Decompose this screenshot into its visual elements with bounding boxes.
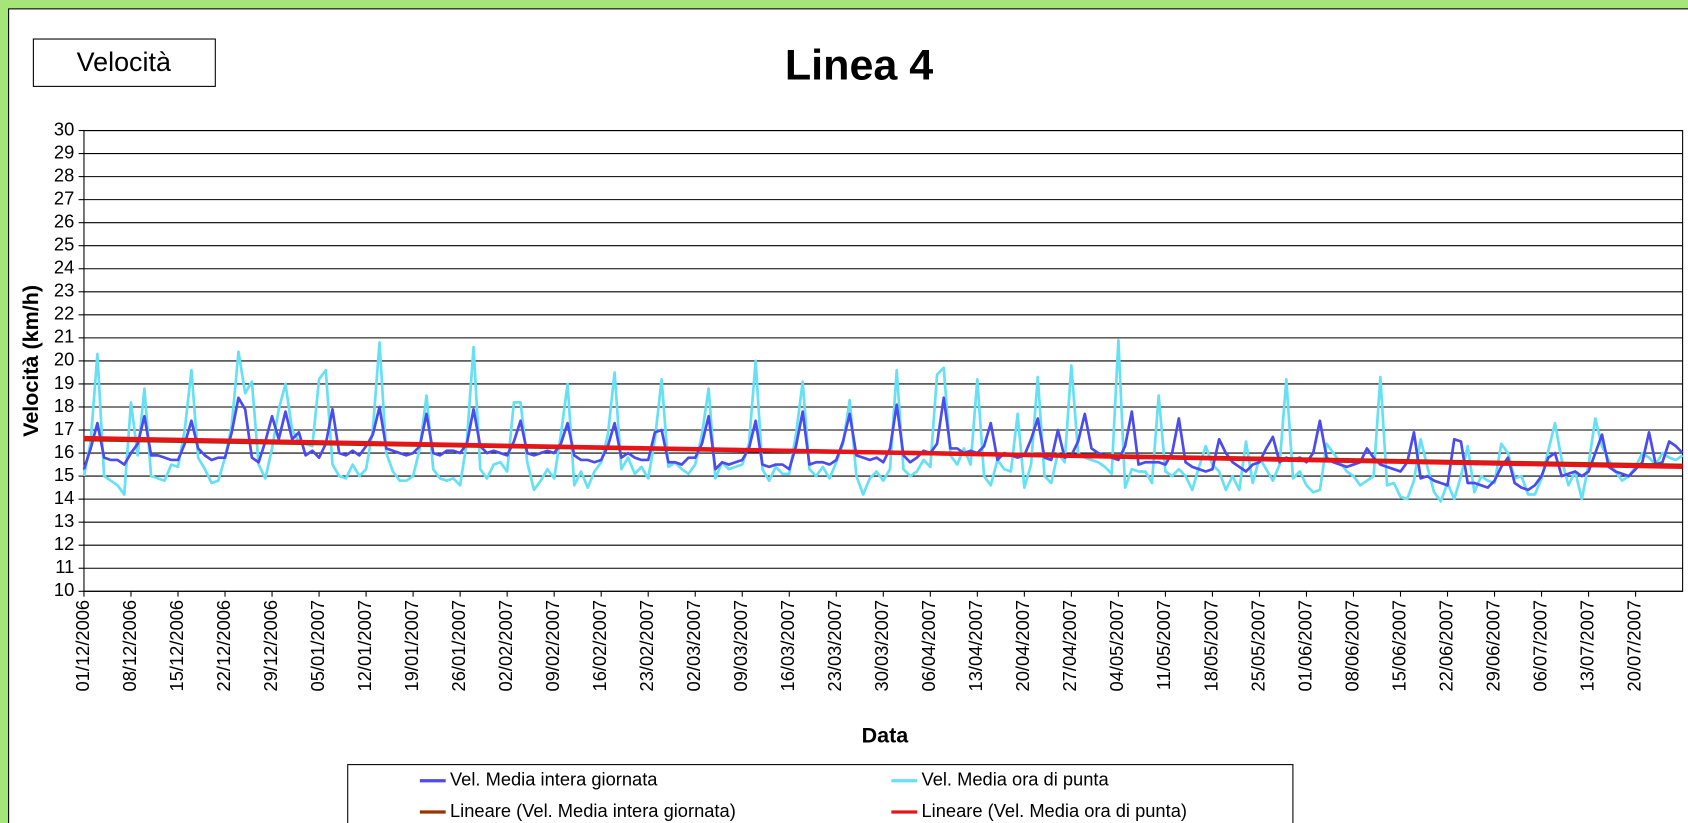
y-tick-label: 23	[54, 280, 74, 301]
legend-label: Lineare (Vel. Media ora di punta)	[922, 800, 1187, 821]
x-tick-label: 23/03/2007	[824, 600, 845, 692]
x-tick-label: 01/06/2007	[1294, 600, 1315, 692]
x-tick-label: 15/12/2006	[166, 600, 187, 692]
x-tick-label: 20/07/2007	[1623, 600, 1644, 692]
series-line	[82, 396, 1684, 492]
legend-label: Vel. Media intera giornata	[450, 769, 658, 790]
x-tick-label: 26/01/2007	[448, 600, 469, 692]
x-tick-label: 25/05/2007	[1247, 600, 1268, 692]
x-tick-label: 19/01/2007	[401, 600, 422, 692]
y-tick-label: 19	[54, 372, 74, 393]
y-tick-label: 12	[54, 533, 74, 554]
y-tick-label: 22	[54, 303, 74, 324]
x-tick-label: 15/06/2007	[1388, 600, 1409, 692]
badge: Velocità	[77, 47, 171, 77]
badge-box	[32, 38, 216, 87]
x-tick-label: 06/07/2007	[1529, 600, 1550, 692]
y-tick-label: 25	[54, 234, 74, 255]
y-tick-label: 26	[54, 211, 74, 232]
y-tick-label: 18	[54, 395, 74, 416]
y-tick-label: 20	[54, 349, 74, 370]
chart-title: Linea 4	[785, 41, 933, 89]
x-tick-label: 02/03/2007	[683, 600, 704, 692]
x-axis-label: Data	[862, 723, 910, 747]
y-tick-label: 17	[54, 418, 74, 439]
y-tick-label: 27	[54, 187, 74, 208]
y-tick-label: 28	[54, 164, 74, 185]
y-tick-label: 21	[54, 326, 74, 347]
x-tick-label: 08/06/2007	[1341, 600, 1362, 692]
x-tick-label: 01/12/2006	[72, 600, 93, 692]
x-tick-label: 04/05/2007	[1106, 600, 1127, 692]
x-tick-label: 20/04/2007	[1012, 600, 1033, 692]
y-tick-label: 29	[54, 141, 74, 162]
x-tick-label: 22/06/2007	[1435, 600, 1456, 692]
x-tick-label: 09/02/2007	[542, 600, 563, 692]
y-tick-label: 13	[54, 510, 74, 531]
x-tick-label: 29/12/2006	[260, 600, 281, 692]
x-tick-label: 27/04/2007	[1059, 600, 1080, 692]
series-line	[82, 338, 1684, 503]
x-tick-label: 11/05/2007	[1153, 600, 1174, 690]
y-tick-label: 15	[54, 464, 74, 485]
x-tick-label: 13/07/2007	[1576, 600, 1597, 692]
x-tick-label: 06/04/2007	[918, 600, 939, 692]
legend-label: Lineare (Vel. Media intera giornata)	[450, 800, 736, 821]
x-tick-label: 30/03/2007	[871, 600, 892, 692]
y-tick-label: 24	[54, 257, 74, 278]
x-tick-label: 29/06/2007	[1482, 600, 1503, 692]
x-tick-label: 02/02/2007	[495, 600, 516, 692]
legend-box	[347, 764, 1294, 823]
y-tick-label: 16	[54, 441, 74, 462]
y-tick-label: 14	[54, 487, 74, 508]
x-tick-label: 13/04/2007	[965, 600, 986, 692]
y-tick-label: 10	[54, 579, 74, 600]
y-tick-label: 30	[54, 118, 74, 139]
legend-label: Vel. Media ora di punta	[922, 769, 1110, 790]
x-tick-label: 05/01/2007	[307, 600, 328, 692]
x-tick-label: 12/01/2007	[354, 600, 375, 692]
x-tick-label: 16/03/2007	[777, 600, 798, 692]
y-tick-label: 11	[55, 556, 74, 577]
y-axis-label: Velocità (km/h)	[19, 285, 43, 437]
x-tick-label: 08/12/2006	[119, 600, 140, 692]
x-tick-label: 09/03/2007	[730, 600, 751, 692]
trend-line	[83, 435, 1683, 470]
x-tick-label: 18/05/2007	[1200, 600, 1221, 692]
x-tick-label: 23/02/2007	[636, 600, 657, 692]
x-tick-label: 22/12/2006	[213, 600, 234, 692]
x-tick-label: 16/02/2007	[589, 600, 610, 692]
